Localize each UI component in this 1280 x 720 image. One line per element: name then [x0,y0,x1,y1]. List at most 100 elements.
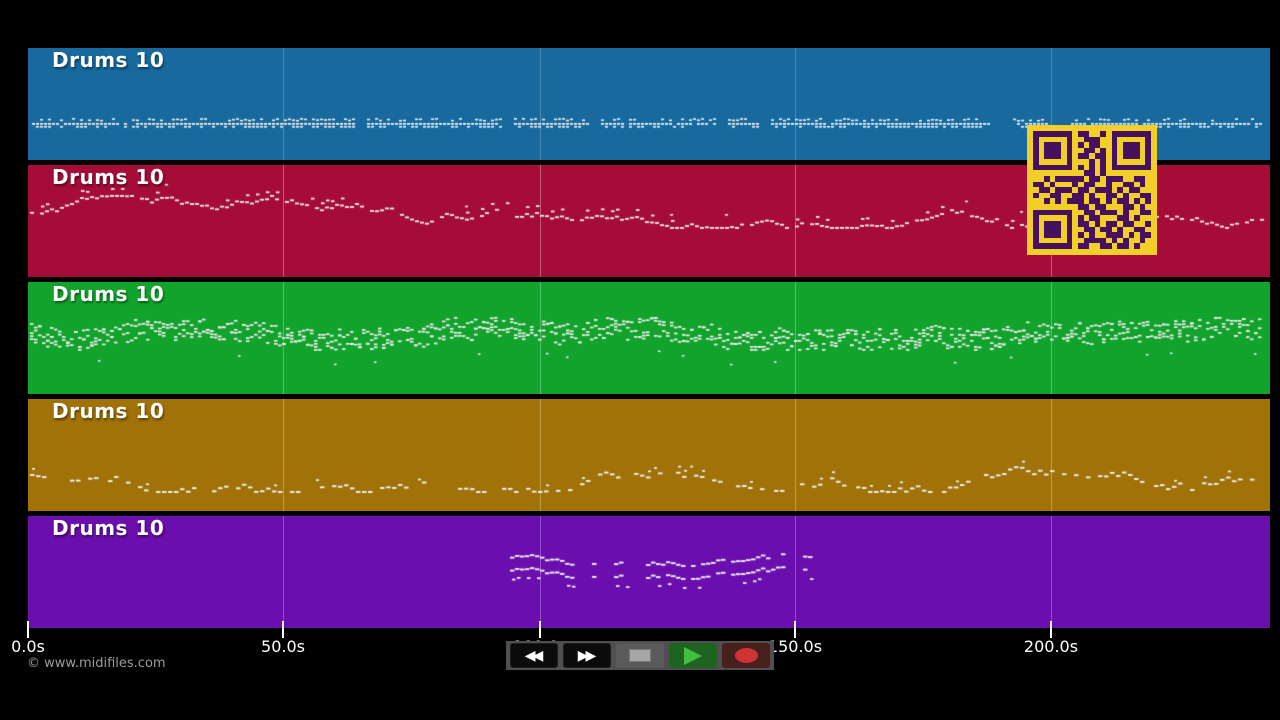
qr-module [1100,237,1107,244]
qr-module [1083,204,1090,210]
qr-module [1111,136,1118,143]
qr-module [1089,226,1095,233]
qr-module [1066,187,1073,193]
qr-module [1094,142,1101,148]
qr-module [1066,198,1073,205]
qr-module [1049,131,1056,137]
qr-module [1117,131,1123,137]
qr-module [1139,209,1146,216]
qr-module [1145,142,1151,148]
qr-module [1083,153,1090,160]
fast-forward-button[interactable]: ▶▶ [563,643,611,668]
qr-module [1089,164,1095,171]
qr-module [1100,147,1107,154]
qr-module [1077,232,1084,238]
qr-module [1049,192,1056,199]
qr-module [1066,159,1073,165]
qr-module [1055,232,1062,238]
qr-module [1061,175,1067,182]
fast-forward-icon: ▶▶ [577,647,596,664]
qr-module [1100,159,1107,165]
qr-module [1128,153,1135,160]
qr-module [1139,232,1146,238]
qr-module [1122,147,1129,154]
qr-module [1145,220,1151,227]
qr-module [1066,175,1073,182]
qr-module [1106,243,1112,249]
qr-module [1117,232,1123,238]
qr-module [1077,243,1084,249]
transport-bar: ◀◀ ▶▶ [506,641,774,670]
qr-module [1055,131,1062,137]
qr-module [1044,226,1050,233]
qr-module [1134,187,1140,193]
qr-module [1128,220,1135,227]
qr-module [1049,164,1056,171]
stop-button[interactable] [616,643,664,668]
rewind-button[interactable]: ◀◀ [510,643,558,668]
qr-module [1139,181,1146,188]
qr-module [1117,226,1123,233]
play-button[interactable] [669,643,717,668]
qr-module [1117,198,1123,205]
qr-module [1100,243,1107,249]
qr-module [1094,220,1101,227]
qr-module [1106,198,1112,205]
record-button[interactable] [722,643,770,668]
qr-module [1111,147,1118,154]
qr-module [1072,192,1078,199]
qr-module [1111,209,1118,216]
qr-module [1066,153,1073,160]
qr-module [1077,198,1084,205]
qr-module [1044,131,1050,137]
qr-module [1139,237,1146,244]
qr-module [1044,164,1050,171]
qr-module [1061,164,1067,171]
qr-module [1066,164,1073,171]
qr-module [1083,220,1090,227]
stop-icon [629,649,651,662]
qr-module [1044,243,1050,249]
qr-module [1055,220,1062,227]
qr-module [1139,175,1146,182]
qr-module [1083,226,1090,233]
qr-module [1122,215,1129,221]
qr-module [1049,226,1056,233]
qr-module [1122,237,1129,244]
qr-module [1066,131,1073,137]
qr-module [1077,131,1084,137]
qr-module [1083,147,1090,154]
qr-module [1033,147,1039,154]
qr-module [1055,175,1062,182]
qr-module [1100,209,1107,216]
qr-module [1033,243,1039,249]
qr-module [1145,209,1151,216]
qr-module [1083,181,1090,188]
qr-module [1134,142,1140,148]
qr-module [1089,175,1095,182]
qr-module [1033,153,1039,160]
qr-module [1044,175,1050,182]
qr-module [1038,243,1045,249]
qr-module [1089,192,1095,199]
qr-code [1027,125,1157,255]
qr-module [1134,175,1140,182]
qr-module [1066,226,1073,233]
qr-module [1134,164,1140,171]
qr-module [1122,243,1129,249]
qr-module [1089,147,1095,154]
qr-module [1094,175,1101,182]
qr-module [1044,198,1050,205]
qr-module [1066,136,1073,143]
qr-module [1049,209,1056,216]
qr-module [1145,131,1151,137]
qr-module [1111,192,1118,199]
qr-module [1049,243,1056,249]
qr-module [1083,170,1090,176]
qr-module [1044,209,1050,216]
qr-module [1066,147,1073,154]
qr-module [1094,187,1101,193]
qr-module [1094,204,1101,210]
qr-module [1033,232,1039,238]
qr-module [1089,181,1095,188]
